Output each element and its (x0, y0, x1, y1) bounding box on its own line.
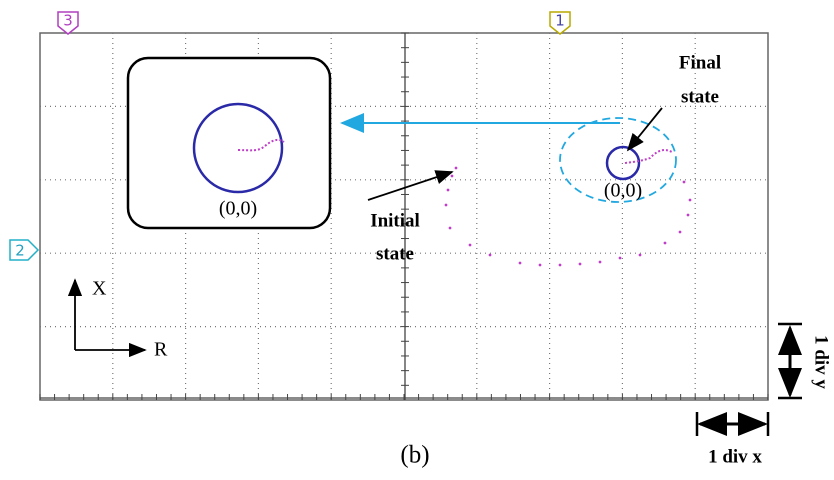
trace-dot (447, 189, 450, 192)
trace-dot (679, 231, 682, 234)
trace-dot (539, 264, 542, 267)
caption: (b) (400, 442, 429, 469)
trace-dot (455, 167, 458, 170)
trace-dot (579, 263, 582, 266)
trace-dot (664, 242, 667, 245)
channel-label: 2 (15, 242, 25, 260)
annotation: Final (679, 52, 721, 73)
annotation: Initial (370, 210, 420, 231)
annotation: state (376, 243, 414, 264)
scale-label: 1 div x (708, 446, 762, 467)
scale-label: 1 div y (811, 335, 832, 389)
figure: (0,0) (0,0) Final state Initial state X … (0, 0, 834, 475)
trace-dot (639, 254, 642, 257)
trace-dot (451, 175, 454, 178)
trace-dot (683, 181, 686, 184)
trace-dot (559, 264, 562, 267)
trace-dot (687, 214, 690, 217)
channel-label: 1 (555, 12, 565, 30)
trace-dot (689, 199, 692, 202)
trace-dot (619, 257, 622, 260)
annotation-arrow (368, 172, 452, 200)
zoom-trace (625, 150, 672, 163)
annotation: state (681, 86, 719, 107)
trace-dot (599, 261, 602, 264)
channel-label: 3 (63, 12, 73, 30)
axis-label: X (92, 278, 107, 300)
trace-dot (489, 254, 492, 257)
trace-dot (469, 244, 472, 247)
trace-dot (449, 227, 452, 230)
origin-label: (0,0) (219, 198, 257, 220)
trace-dot (445, 204, 448, 207)
axis-label: R (154, 339, 168, 361)
trace-dot (519, 262, 522, 265)
origin-label: (0,0) (604, 180, 642, 202)
